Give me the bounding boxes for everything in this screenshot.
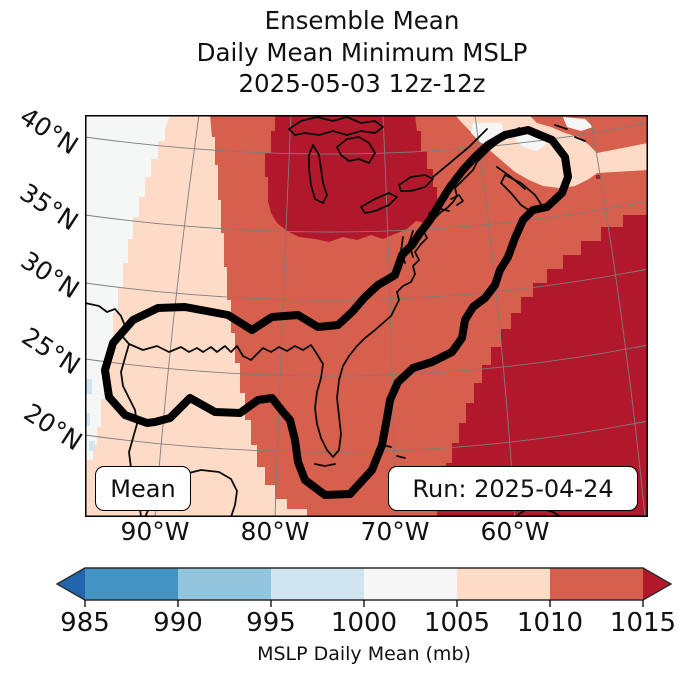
lon-tick-60w: 60°W [480,517,550,546]
cb-tick-985: 985 [60,608,110,638]
lake-erie [360,192,398,214]
colorbar-seg-1000-1005 [364,568,457,600]
meridian-90w [154,115,200,517]
colorbar [55,567,673,607]
mean-annotation-box: Mean [95,466,191,511]
lat-tick-30n: 30°N [15,245,85,305]
fill-995-1000-specks [85,379,95,451]
colorbar-seg-995-1000 [271,568,364,600]
meridian-60w [474,115,516,517]
figure-title: Ensemble Mean Daily Mean Minimum MSLP 20… [36,5,688,100]
map-frame [85,115,648,517]
lon-tick-90w: 90°W [120,517,190,546]
cb-tick-1015: 1015 [609,608,677,638]
colorbar-seg-990-995 [178,568,271,600]
highlight-contour [101,126,572,499]
coast-gulf-east [85,127,520,458]
lake-huron [336,136,376,164]
lat-tick-25n: 25°N [16,321,86,381]
run-annotation-box: Run: 2025-04-24 [388,466,638,511]
fill-over-1015-lakes-blob [265,115,437,242]
cb-tick-1005: 1005 [423,608,491,638]
colorbar-over-arrow [643,568,671,600]
coast-bay-of-fundy [496,166,526,190]
mean-annotation-label: Mean [110,474,176,503]
colorbar-seg-1010-1015 [550,568,643,600]
cb-tick-990: 990 [153,608,203,638]
lon-tick-80w: 80°W [240,517,310,546]
mslp-map [85,115,648,517]
parallel-35n [85,200,648,233]
colorbar-tick-marks [84,600,644,607]
colorbar-seg-985-990 [85,568,178,600]
cb-tick-1010: 1010 [516,608,584,638]
parallel-20n [85,420,648,453]
lat-tick-40n: 40°N [14,101,84,161]
meridian-50w [589,115,646,517]
cb-tick-995: 995 [246,608,296,638]
colorbar-under-arrow [57,568,85,600]
parallel-30n [85,268,648,301]
coast-cape-cod [450,194,464,206]
coast-florida-keys [314,463,336,467]
fill-over-1015-atlantic [437,215,648,517]
fill-over-1015-specks [537,175,601,345]
fill-1000-1005-wedge [85,115,170,460]
lake-superior [288,116,384,136]
title-line-3: 2025-05-03 12z-12z [238,69,486,98]
colorbar-caption: MSLP Daily Mean (mb) [257,643,471,665]
title-line-1: Ensemble Mean [264,6,460,35]
lat-tick-20n: 20°N [18,397,88,457]
run-annotation-label: Run: 2025-04-24 [412,474,614,503]
parallel-25n [85,344,648,377]
river-st-lawrence [432,128,488,178]
lake-ontario [398,174,434,192]
fill-1000-1005-patch-c [563,117,593,131]
colorbar-seg-1005-1010 [457,568,550,600]
cb-tick-1000: 1000 [330,608,398,638]
parallel-40n [85,122,648,155]
coast-gulf-st-lawrence-islands [554,124,586,142]
title-line-2: Daily Mean Minimum MSLP [196,37,528,67]
lake-michigan [308,144,328,204]
lon-tick-70w: 70°W [360,517,430,546]
lat-tick-35n: 35°N [14,177,84,237]
